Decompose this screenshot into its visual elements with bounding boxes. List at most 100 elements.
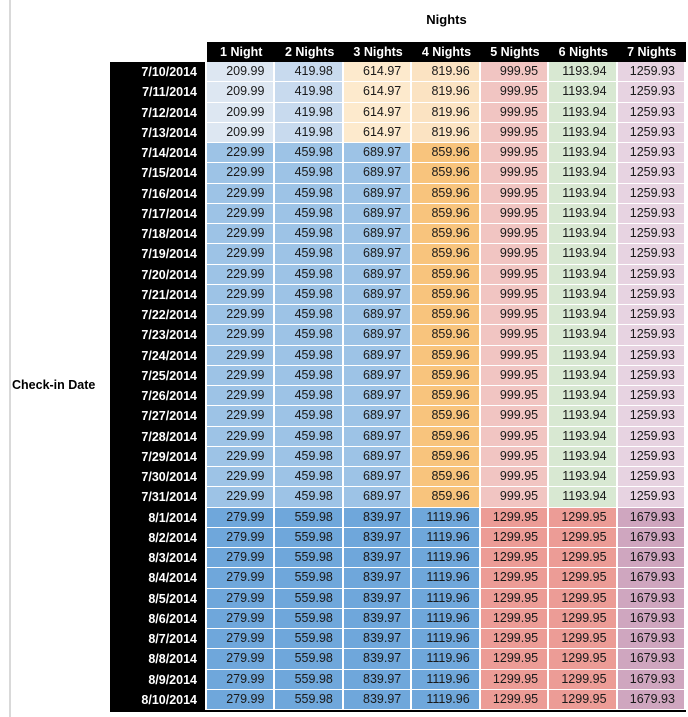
price-cell[interactable]: 1193.94 [549,345,618,366]
price-cell[interactable]: 999.95 [480,82,550,103]
price-cell[interactable]: 1299.95 [549,608,618,629]
price-cell[interactable]: 689.97 [343,426,413,447]
price-cell[interactable]: 819.96 [412,82,481,103]
price-cell[interactable]: 1299.95 [480,588,550,609]
price-cell[interactable]: 229.99 [207,467,276,488]
date-cell[interactable]: 7/12/2014 [110,102,207,123]
price-cell[interactable]: 1193.94 [549,203,618,224]
price-cell[interactable]: 1299.95 [480,669,550,690]
price-cell[interactable]: 1299.95 [549,689,618,710]
price-cell[interactable]: 999.95 [480,62,550,83]
price-cell[interactable]: 1193.94 [549,224,618,245]
price-cell[interactable]: 459.98 [275,386,344,407]
price-cell[interactable]: 1259.93 [617,305,686,326]
price-cell[interactable]: 1259.93 [617,446,686,467]
price-cell[interactable]: 1679.93 [617,649,686,670]
price-cell[interactable]: 819.96 [412,62,481,83]
price-cell[interactable]: 859.96 [412,406,481,427]
price-cell[interactable]: 859.96 [412,446,481,467]
date-cell[interactable]: 7/16/2014 [110,183,207,204]
date-cell[interactable]: 7/26/2014 [110,386,207,407]
price-cell[interactable]: 859.96 [412,203,481,224]
price-cell[interactable]: 1259.93 [617,102,686,123]
price-cell[interactable]: 839.97 [343,669,413,690]
price-cell[interactable]: 279.99 [207,588,276,609]
price-cell[interactable]: 1193.94 [549,426,618,447]
price-cell[interactable]: 279.99 [207,548,276,569]
price-cell[interactable]: 209.99 [207,122,276,143]
price-cell[interactable]: 999.95 [480,406,550,427]
price-cell[interactable]: 1193.94 [549,446,618,467]
price-cell[interactable]: 689.97 [343,183,413,204]
date-cell[interactable]: 7/25/2014 [110,365,207,386]
price-cell[interactable]: 1259.93 [617,224,686,245]
price-cell[interactable]: 859.96 [412,467,481,488]
price-cell[interactable]: 229.99 [207,386,276,407]
date-cell[interactable]: 8/3/2014 [110,548,207,569]
price-cell[interactable]: 689.97 [343,325,413,346]
price-cell[interactable]: 1259.93 [617,467,686,488]
date-cell[interactable]: 7/15/2014 [110,163,207,184]
price-cell[interactable]: 419.98 [275,122,344,143]
price-cell[interactable]: 419.98 [275,62,344,83]
price-cell[interactable]: 859.96 [412,426,481,447]
date-cell[interactable]: 7/20/2014 [110,264,207,285]
price-cell[interactable]: 999.95 [480,467,550,488]
price-cell[interactable]: 1259.93 [617,426,686,447]
price-cell[interactable]: 859.96 [412,183,481,204]
date-cell[interactable]: 7/30/2014 [110,467,207,488]
price-cell[interactable]: 859.96 [412,284,481,305]
price-cell[interactable]: 1679.93 [617,669,686,690]
price-cell[interactable]: 229.99 [207,305,276,326]
price-cell[interactable]: 279.99 [207,669,276,690]
date-cell[interactable]: 8/9/2014 [110,669,207,690]
price-cell[interactable]: 689.97 [343,467,413,488]
price-cell[interactable]: 999.95 [480,446,550,467]
price-cell[interactable]: 859.96 [412,163,481,184]
price-cell[interactable]: 1259.93 [617,345,686,366]
price-cell[interactable]: 1259.93 [617,406,686,427]
price-cell[interactable]: 1119.96 [412,669,481,690]
price-cell[interactable]: 229.99 [207,365,276,386]
date-cell[interactable]: 7/14/2014 [110,143,207,164]
price-cell[interactable]: 1259.93 [617,487,686,508]
price-cell[interactable]: 1299.95 [549,568,618,589]
price-cell[interactable]: 1299.95 [480,527,550,548]
price-cell[interactable]: 1299.95 [549,649,618,670]
price-cell[interactable]: 859.96 [412,244,481,265]
price-cell[interactable]: 1193.94 [549,305,618,326]
price-cell[interactable]: 459.98 [275,163,344,184]
price-cell[interactable]: 859.96 [412,386,481,407]
price-cell[interactable]: 1193.94 [549,122,618,143]
price-cell[interactable]: 1679.93 [617,507,686,528]
price-cell[interactable]: 1259.93 [617,82,686,103]
price-cell[interactable]: 839.97 [343,608,413,629]
price-cell[interactable]: 279.99 [207,689,276,710]
date-cell[interactable]: 7/29/2014 [110,446,207,467]
price-cell[interactable]: 559.98 [275,507,344,528]
price-cell[interactable]: 859.96 [412,325,481,346]
date-cell[interactable]: 7/31/2014 [110,487,207,508]
date-cell[interactable]: 7/18/2014 [110,224,207,245]
date-cell[interactable]: 7/22/2014 [110,305,207,326]
price-cell[interactable]: 1299.95 [480,568,550,589]
price-cell[interactable]: 1259.93 [617,183,686,204]
price-cell[interactable]: 614.97 [343,122,413,143]
price-cell[interactable]: 1119.96 [412,689,481,710]
date-cell[interactable]: 7/13/2014 [110,122,207,143]
price-cell[interactable]: 1299.95 [549,669,618,690]
price-cell[interactable]: 279.99 [207,649,276,670]
price-cell[interactable]: 279.99 [207,629,276,650]
price-cell[interactable]: 839.97 [343,548,413,569]
price-cell[interactable]: 419.98 [275,102,344,123]
date-cell[interactable]: 8/7/2014 [110,629,207,650]
price-cell[interactable]: 1119.96 [412,527,481,548]
price-cell[interactable]: 1299.95 [480,689,550,710]
price-cell[interactable]: 459.98 [275,345,344,366]
date-cell[interactable]: 7/21/2014 [110,284,207,305]
price-cell[interactable]: 859.96 [412,487,481,508]
price-cell[interactable]: 689.97 [343,406,413,427]
price-cell[interactable]: 999.95 [480,122,550,143]
date-cell[interactable]: 8/10/2014 [110,689,207,710]
price-cell[interactable]: 839.97 [343,568,413,589]
